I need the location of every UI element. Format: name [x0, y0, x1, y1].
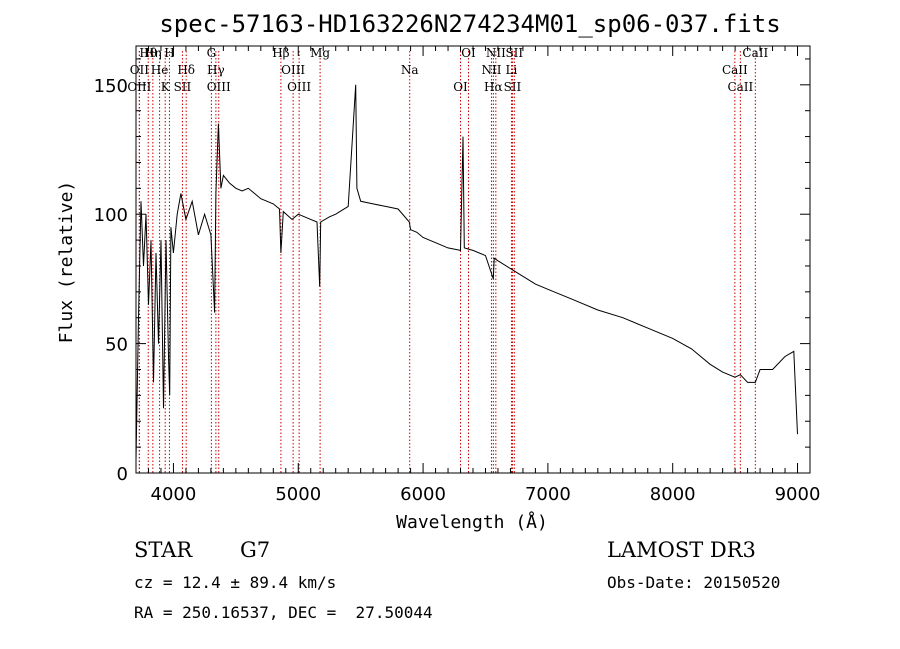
line-marker-label: Hθ	[139, 46, 157, 60]
line-marker-label: Li	[506, 63, 518, 77]
y-axis-label: Flux (relative)	[56, 181, 77, 344]
emission-line-markers	[138, 51, 756, 473]
y-tick-label: 50	[105, 335, 128, 356]
x-tick-label: 7000	[525, 484, 571, 505]
line-marker-label: OIII	[287, 80, 311, 94]
x-tick-label: 9000	[775, 484, 821, 505]
line-marker-label: G	[207, 46, 217, 60]
x-axis-label: Wavelength (Å)	[396, 511, 548, 533]
emission-line-labels: Hθ OII OIII Hη He K HHδ SII G Hγ OIII Hβ OIII OIII Mg N…	[127, 46, 768, 94]
x-tick-label: 6000	[400, 484, 446, 505]
line-marker-label: SII	[174, 80, 192, 94]
line-marker-label: Hδ	[177, 63, 195, 77]
line-marker-label: CaII	[722, 63, 748, 77]
line-marker-label: H	[164, 46, 174, 60]
line-marker-label: OI	[453, 80, 468, 94]
line-marker-label: NII	[486, 46, 506, 60]
line-marker-label: CaII	[727, 80, 753, 94]
plot-frame	[135, 45, 811, 474]
x-tick-label: 4000	[151, 484, 197, 505]
line-marker-label: OIII	[127, 80, 151, 94]
y-tick-label: 150	[94, 76, 128, 97]
line-marker-label: Mg	[310, 46, 330, 60]
survey-name: LAMOST DR3	[607, 538, 756, 562]
line-marker-label: OIII	[207, 80, 231, 94]
line-marker-label: SII	[505, 46, 523, 60]
spectrum-series-line	[135, 84, 798, 461]
observation-date: Obs-Date: 20150520	[607, 573, 781, 592]
object-class: STAR	[134, 538, 193, 562]
y-tick-label: 0	[117, 464, 128, 485]
x-axis-ticks: 4000 5000 6000 7000 8000 9000	[135, 46, 821, 505]
line-marker-label: SII	[504, 80, 522, 94]
line-marker-label: Hγ	[207, 63, 225, 77]
line-marker-label: OI	[461, 46, 476, 60]
x-tick-label: 5000	[275, 484, 321, 505]
line-marker-label: Na	[401, 63, 419, 77]
chart-title: spec-57163-HD163226N274234M01_sp06-037.f…	[159, 10, 780, 38]
y-axis-ticks: 0 50 100 150	[94, 58, 810, 485]
line-marker-label: OIII	[281, 63, 305, 77]
line-marker-label: K	[161, 80, 171, 94]
sky-coordinates: RA = 250.16537, DEC = 27.50044	[134, 603, 433, 622]
line-marker-label: Hη	[144, 46, 162, 60]
line-marker-label: NII	[481, 63, 501, 77]
line-marker-label: Hα	[484, 80, 503, 94]
line-marker-label: Hβ	[272, 46, 289, 60]
line-marker-label: He	[151, 63, 169, 77]
x-tick-label: 8000	[650, 484, 696, 505]
line-marker-label: OII	[130, 63, 150, 77]
y-tick-label: 100	[94, 205, 128, 226]
object-subclass: G7	[240, 538, 271, 562]
line-marker-label: CaII	[742, 46, 768, 60]
redshift-velocity: cz = 12.4 ± 89.4 km/s	[134, 573, 337, 592]
